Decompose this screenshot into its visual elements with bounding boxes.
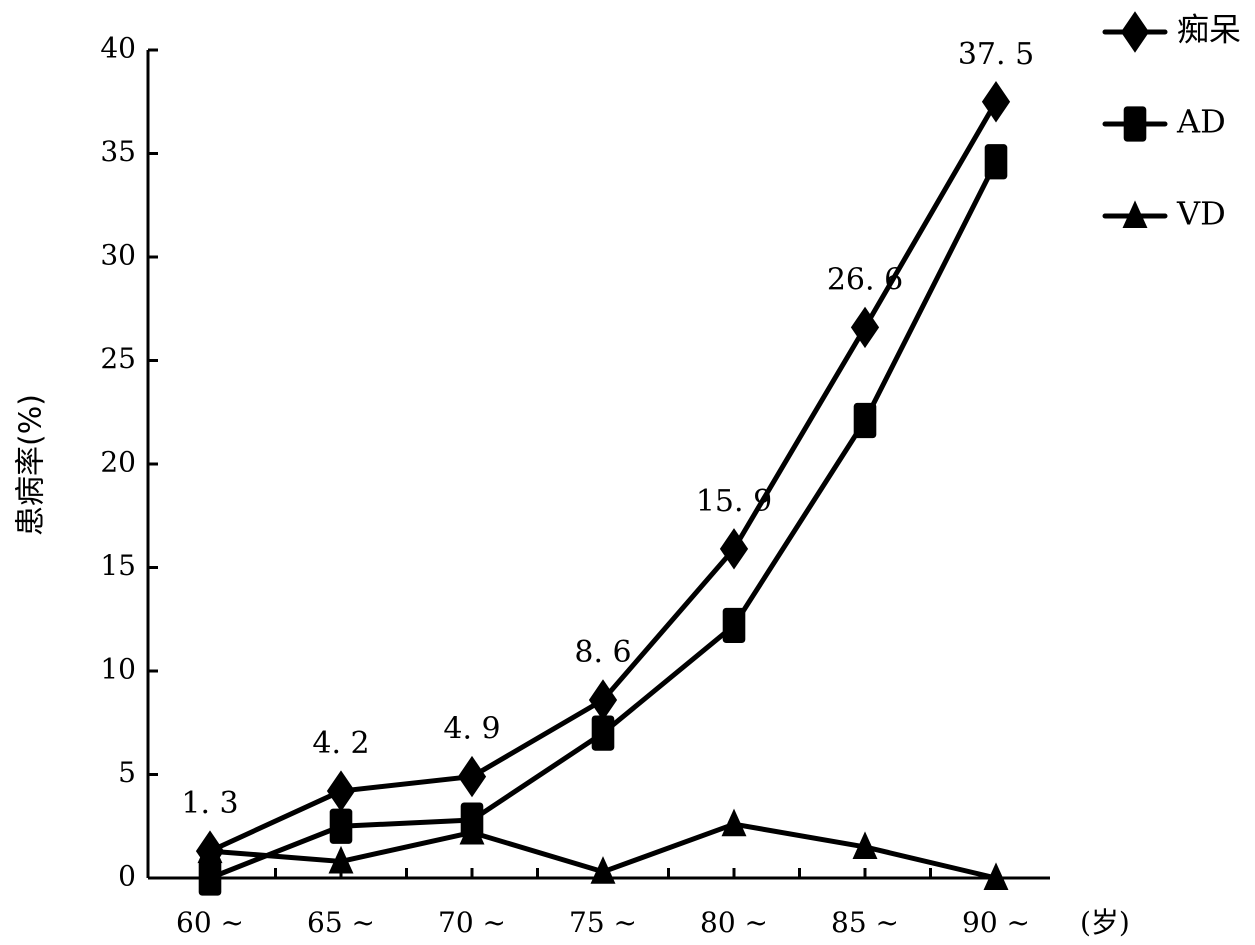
data-label: 37. 5 [958,37,1034,72]
triangle-marker [197,835,223,864]
diamond-marker [981,81,1011,123]
square-marker [591,715,615,751]
x-tick-label: 90 ~ [962,906,1030,939]
diamond-marker [850,306,880,349]
data-label: 26. 6 [827,262,903,297]
triangle-marker [721,808,747,837]
data-label: 4. 2 [312,726,369,761]
legend-label: AD [1176,103,1226,141]
x-tick-label: 75 ~ [569,906,637,939]
data-labels: 1. 3 4. 2 4. 9 8. 6 15. 9 26. 6 37. 5 [181,37,1034,821]
triangle-marker [328,845,354,874]
y-tick-label: 20 [100,446,136,479]
diamond-marker [457,755,487,798]
square-marker [722,607,746,644]
y-axis-title: 患病率(%) [14,394,49,536]
y-ticks: 0 5 10 15 20 25 30 35 40 [100,32,158,893]
series-markers [195,81,1011,896]
x-tick-label: 80 ~ [700,906,768,939]
x-tick-label: 65 ~ [307,906,375,939]
y-tick-label: 40 [100,32,136,65]
triangle-marker [1122,200,1148,229]
y-tick-label: 35 [100,135,136,168]
square-marker [853,402,877,439]
y-tick-label: 10 [100,653,136,686]
y-tick-label: 25 [100,342,136,375]
x-tick-label: 60 ~ [176,906,244,939]
x-tick-label: 85 ~ [831,906,899,939]
triangle-marker [852,831,878,859]
x-tick-label: 70 ~ [438,906,506,939]
data-label: 15. 9 [696,484,772,519]
y-tick-label: 5 [118,756,136,789]
legend-label: VD [1176,195,1226,233]
triangle-marker [983,862,1009,891]
diamond-marker [719,528,749,570]
data-label: 8. 6 [574,635,631,670]
series-lines [207,99,999,881]
y-tick-label: 15 [100,549,136,582]
diamond-marker [1120,11,1150,53]
data-label: 4. 9 [443,712,500,747]
legend: 痴呆 AD VD [1102,11,1241,233]
diamond-marker [326,770,356,812]
square-marker [984,144,1008,180]
square-marker [329,808,353,844]
triangle-marker [590,856,616,884]
data-label: 1. 3 [181,786,238,821]
legend-label: 痴呆 [1177,11,1241,49]
x-axis-unit: (岁) [1080,906,1130,939]
triangle-marker [459,816,485,845]
axes [146,50,1050,880]
square-marker [198,860,222,896]
x-ticks: 60 ~ 65 ~ 70 ~ 75 ~ 80 ~ 85 ~ 90 ~ [176,868,1030,939]
square-marker [1123,106,1147,142]
y-tick-label: 30 [100,239,136,272]
y-tick-label: 0 [118,860,136,893]
